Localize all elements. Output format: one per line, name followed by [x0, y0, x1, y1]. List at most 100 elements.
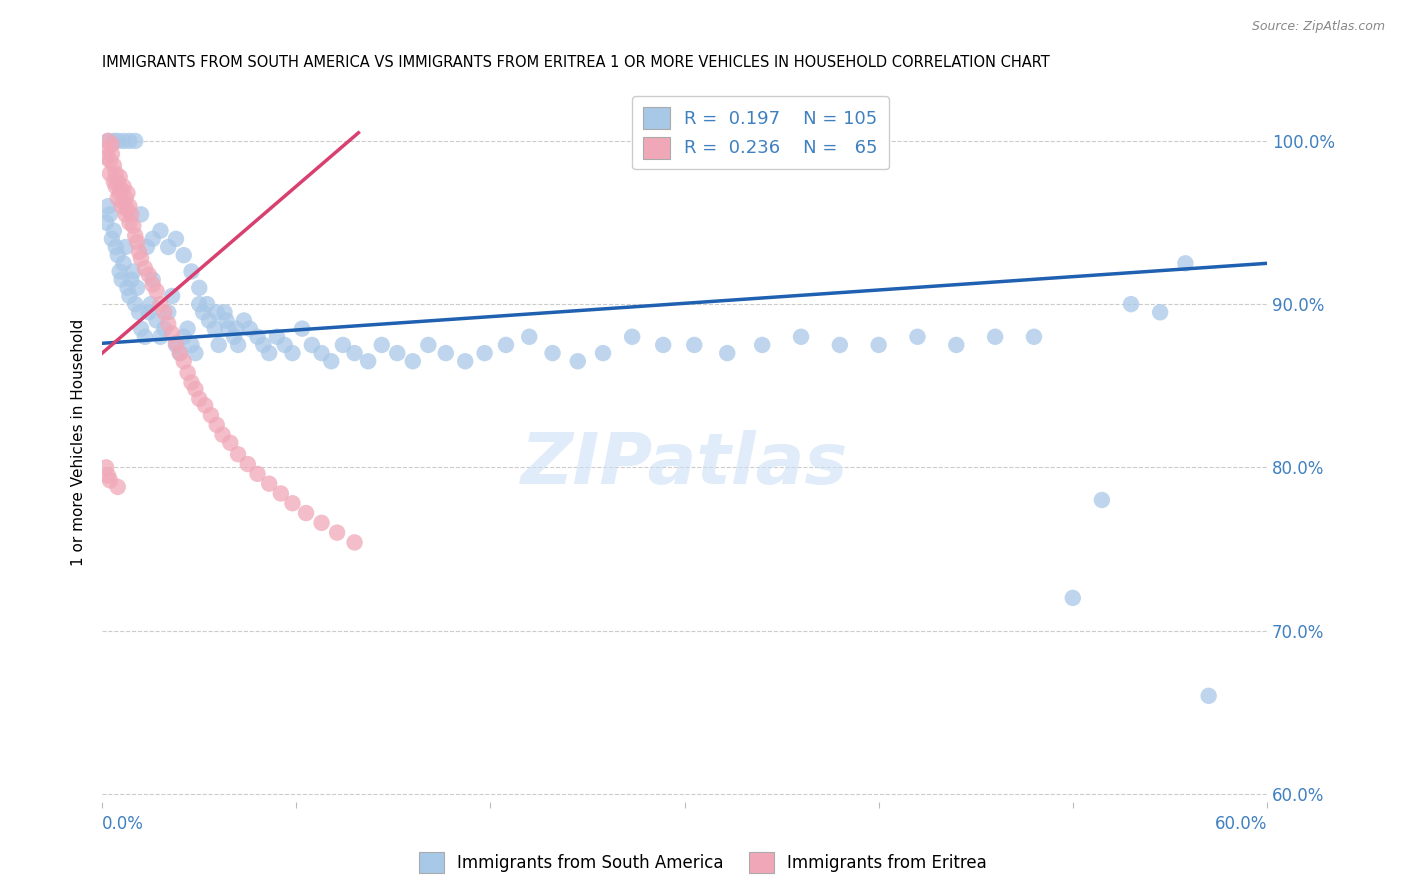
- Point: [118, 199, 141, 213]
- Point: [387, 346, 409, 360]
- Point: [173, 354, 195, 368]
- Point: [117, 281, 139, 295]
- Point: [103, 158, 125, 172]
- Point: [145, 313, 167, 327]
- Point: [117, 186, 139, 201]
- Point: [142, 232, 165, 246]
- Point: [153, 305, 176, 319]
- Point: [434, 346, 457, 360]
- Point: [101, 147, 124, 161]
- Point: [114, 191, 136, 205]
- Point: [107, 134, 129, 148]
- Point: [266, 330, 288, 344]
- Point: [301, 338, 323, 352]
- Text: ZIPatlas: ZIPatlas: [520, 430, 848, 499]
- Point: [567, 354, 589, 368]
- Point: [145, 284, 167, 298]
- Point: [149, 330, 172, 344]
- Point: [215, 313, 238, 327]
- Text: 0.0%: 0.0%: [103, 815, 143, 833]
- Point: [211, 427, 233, 442]
- Point: [122, 264, 145, 278]
- Point: [454, 354, 477, 368]
- Point: [134, 261, 156, 276]
- Point: [103, 134, 125, 148]
- Point: [188, 392, 211, 406]
- Point: [180, 264, 202, 278]
- Point: [94, 150, 117, 164]
- Point: [120, 207, 142, 221]
- Point: [111, 273, 134, 287]
- Point: [418, 338, 440, 352]
- Point: [112, 256, 135, 270]
- Point: [129, 207, 152, 221]
- Point: [214, 305, 236, 319]
- Point: [984, 330, 1007, 344]
- Point: [103, 175, 125, 189]
- Point: [291, 321, 314, 335]
- Point: [142, 273, 165, 287]
- Point: [343, 535, 366, 549]
- Point: [169, 346, 191, 360]
- Point: [112, 196, 135, 211]
- Point: [157, 317, 180, 331]
- Point: [326, 525, 349, 540]
- Point: [541, 346, 564, 360]
- Point: [311, 346, 333, 360]
- Point: [1062, 591, 1084, 605]
- Point: [124, 228, 146, 243]
- Point: [160, 289, 183, 303]
- Point: [191, 305, 214, 319]
- Point: [226, 447, 249, 461]
- Text: Source: ZipAtlas.com: Source: ZipAtlas.com: [1251, 20, 1385, 33]
- Point: [138, 305, 160, 319]
- Point: [107, 480, 129, 494]
- Point: [1119, 297, 1142, 311]
- Point: [117, 202, 139, 217]
- Point: [129, 321, 152, 335]
- Point: [1174, 256, 1197, 270]
- Point: [111, 199, 134, 213]
- Point: [128, 244, 150, 259]
- Point: [907, 330, 929, 344]
- Point: [321, 354, 343, 368]
- Point: [104, 179, 127, 194]
- Point: [281, 496, 304, 510]
- Point: [1198, 689, 1220, 703]
- Point: [157, 305, 180, 319]
- Point: [138, 268, 160, 282]
- Point: [683, 338, 706, 352]
- Point: [98, 474, 121, 488]
- Legend: R =  0.197    N = 105, R =  0.236    N =   65: R = 0.197 N = 105, R = 0.236 N = 65: [631, 96, 889, 169]
- Point: [114, 240, 136, 254]
- Point: [246, 330, 269, 344]
- Point: [118, 215, 141, 229]
- Point: [828, 338, 851, 352]
- Point: [205, 417, 228, 432]
- Point: [517, 330, 540, 344]
- Point: [226, 338, 249, 352]
- Point: [652, 338, 675, 352]
- Point: [165, 338, 187, 352]
- Point: [139, 297, 162, 311]
- Point: [169, 346, 191, 360]
- Point: [97, 134, 120, 148]
- Point: [295, 506, 318, 520]
- Point: [98, 167, 121, 181]
- Point: [108, 186, 131, 201]
- Point: [122, 219, 145, 233]
- Point: [236, 457, 259, 471]
- Point: [97, 468, 120, 483]
- Text: 60.0%: 60.0%: [1215, 815, 1267, 833]
- Point: [142, 277, 165, 292]
- Point: [97, 134, 120, 148]
- Point: [208, 338, 231, 352]
- Point: [219, 435, 242, 450]
- Point: [129, 252, 152, 266]
- Point: [188, 297, 211, 311]
- Point: [94, 215, 117, 229]
- Point: [357, 354, 380, 368]
- Point: [200, 408, 222, 422]
- Point: [107, 191, 129, 205]
- Point: [108, 264, 131, 278]
